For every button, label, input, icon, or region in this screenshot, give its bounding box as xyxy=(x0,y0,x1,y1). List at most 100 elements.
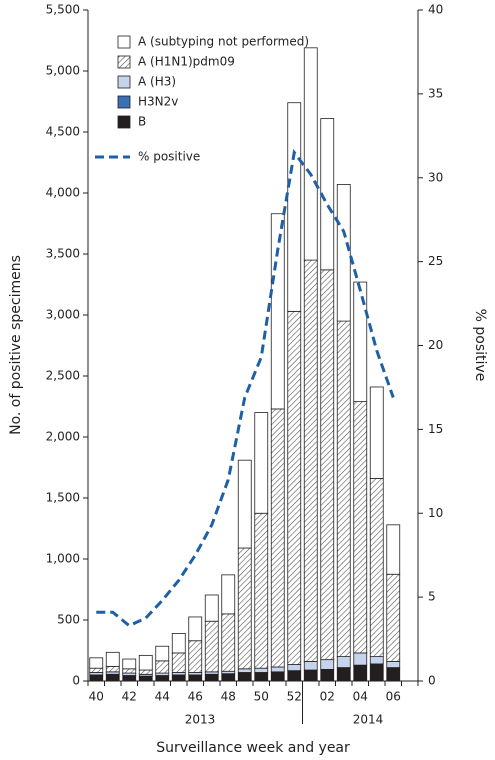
bar-segment xyxy=(237,668,252,673)
bar-segment xyxy=(287,670,302,682)
bar-segment xyxy=(204,594,219,622)
year-label: 2014 xyxy=(353,713,384,727)
bar-segment xyxy=(353,664,368,682)
bar-segment xyxy=(303,669,318,682)
y-tick-label: 2,500 xyxy=(46,369,80,383)
x-tick-label: 42 xyxy=(122,690,137,704)
bar-segment xyxy=(303,661,318,671)
legend-swatch xyxy=(117,75,131,89)
bar-segment xyxy=(270,666,285,673)
y-tick-label: 1,000 xyxy=(46,552,80,566)
y-tick-label: 5,000 xyxy=(46,64,80,78)
bar-segment xyxy=(221,613,236,672)
bar-segment xyxy=(237,672,252,682)
bar-segment xyxy=(320,269,335,661)
bar-segment xyxy=(138,654,153,671)
bar-segment xyxy=(122,675,137,682)
y-tick-label: 2,000 xyxy=(46,430,80,444)
y2-tick-label: 5 xyxy=(428,590,436,604)
bar-segment xyxy=(386,667,401,682)
bar-segment xyxy=(155,675,170,682)
legend-label: B xyxy=(138,115,146,129)
bar-segment xyxy=(369,656,384,665)
x-axis-label: Surveillance week and year xyxy=(156,740,350,756)
bar-segment xyxy=(303,259,318,662)
bar-segment xyxy=(386,661,401,668)
bar-segment xyxy=(237,547,252,670)
bar-segment xyxy=(138,675,153,682)
bar-segment xyxy=(254,667,269,673)
x-tick-label: 46 xyxy=(188,690,203,704)
bar-segment xyxy=(287,102,302,312)
bar-segment xyxy=(105,673,120,682)
bar-segment xyxy=(188,640,203,673)
y-tick-label: 4,500 xyxy=(46,125,80,139)
y2-tick-label: 15 xyxy=(428,422,443,436)
y2-tick-label: 10 xyxy=(428,506,443,520)
bar-segment xyxy=(270,408,285,668)
legend-swatch xyxy=(117,35,131,49)
bar-segment xyxy=(254,412,269,514)
bar-segment xyxy=(89,674,104,682)
bar-segment xyxy=(171,674,186,682)
y-tick-label: 3,000 xyxy=(46,308,80,322)
legend-label: A (subtyping not performed) xyxy=(138,35,309,49)
bar-segment xyxy=(336,184,351,322)
legend-swatch xyxy=(117,55,131,69)
bar-segment xyxy=(221,574,236,615)
x-tick-label: 40 xyxy=(89,690,104,704)
y-tick-label: 1,500 xyxy=(46,491,80,505)
y-tick-label: 3,500 xyxy=(46,247,80,261)
bar-segment xyxy=(336,320,351,658)
bar-segment xyxy=(188,616,203,642)
y-tick-label: 0 xyxy=(72,674,80,688)
bar-segment xyxy=(105,665,120,673)
bar-segment xyxy=(353,652,368,666)
y2-tick-label: 20 xyxy=(428,338,443,352)
bar-segment xyxy=(122,668,137,674)
bar-segment xyxy=(254,672,269,682)
bar-segment xyxy=(89,667,104,673)
y-tick-label: 4,000 xyxy=(46,186,80,200)
bar-segment xyxy=(369,478,384,658)
x-tick-label: 48 xyxy=(221,690,236,704)
y-tick-label: 5,500 xyxy=(46,3,80,17)
legend-label: H3N2v xyxy=(138,95,178,109)
bar-segment xyxy=(237,459,252,549)
x-tick-label: 04 xyxy=(353,690,368,704)
bar-segment xyxy=(89,657,104,669)
bar-segment xyxy=(155,660,170,674)
bar-segment xyxy=(188,674,203,682)
bar-segment xyxy=(369,386,384,479)
y2-tick-label: 25 xyxy=(428,254,443,268)
bar-segment xyxy=(138,669,153,675)
legend-label: A (H3) xyxy=(138,75,176,89)
bar-segment xyxy=(320,669,335,682)
bar-segment xyxy=(386,524,401,575)
bar-segment xyxy=(386,573,401,662)
bar-segment xyxy=(320,659,335,670)
bar-segment xyxy=(254,512,269,669)
bar-segment xyxy=(204,673,219,682)
legend-label: % positive xyxy=(138,150,200,164)
y2-tick-label: 35 xyxy=(428,86,443,100)
y2-tick-label: 0 xyxy=(428,674,436,688)
bar-segment xyxy=(171,652,186,673)
bar-segment xyxy=(353,281,368,403)
bar-segment xyxy=(287,310,302,665)
y2-tick-label: 40 xyxy=(428,3,443,17)
bar-segment xyxy=(270,671,285,682)
x-tick-label: 52 xyxy=(287,690,302,704)
x-tick-label: 50 xyxy=(254,690,269,704)
bar-segment xyxy=(353,401,368,654)
year-label: 2013 xyxy=(185,713,216,727)
legend-swatch xyxy=(117,95,131,109)
bar-segment xyxy=(336,656,351,668)
bar-segment xyxy=(105,651,120,667)
bar-segment xyxy=(122,658,137,670)
line-series xyxy=(96,148,395,628)
y-axis-label: No. of positive specimens xyxy=(8,255,24,435)
legend-swatch xyxy=(117,115,131,129)
x-tick-label: 44 xyxy=(155,690,170,704)
